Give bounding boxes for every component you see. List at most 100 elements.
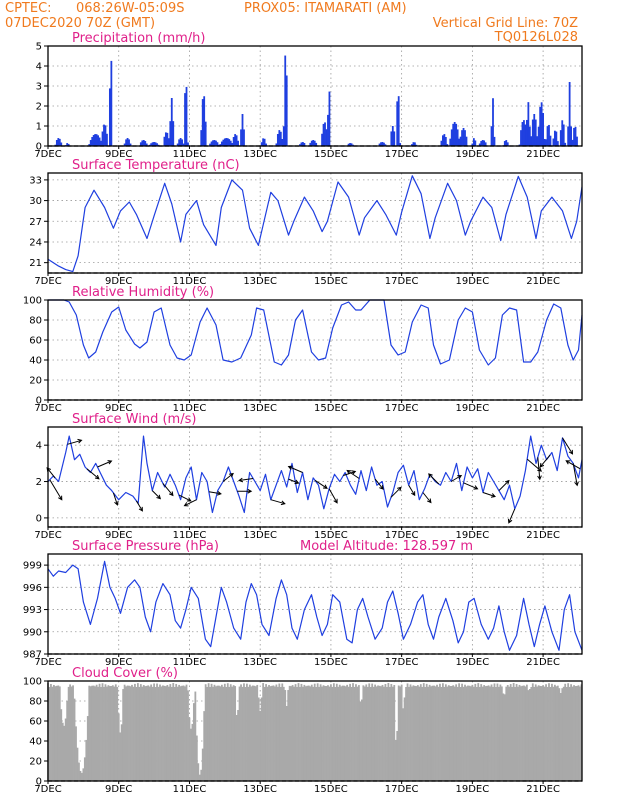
cloud-cover-bar: [244, 686, 247, 781]
cloud-cover-bar: [340, 686, 343, 781]
x-tick-label: 15DEC: [314, 657, 348, 668]
cloud-cover-bar: [60, 709, 63, 781]
wind-arrow: [507, 508, 516, 524]
precipitation-bar: [412, 142, 415, 146]
x-tick-label: 15DEC: [314, 403, 348, 414]
cloud-cover-bar: [469, 686, 472, 781]
cloud-cover-bar: [335, 683, 338, 781]
cloud-cover-bar: [139, 684, 142, 781]
cloud-cover-bar: [170, 686, 173, 781]
precipitation-bar: [446, 144, 449, 146]
wind-arrow: [572, 463, 579, 487]
cloud-cover-bar: [166, 685, 169, 781]
cloud-cover-bar: [50, 684, 52, 781]
precipitation-bar: [234, 134, 237, 146]
cloud-cover-bar: [565, 686, 568, 781]
wind-arrow: [238, 477, 254, 483]
cloud-cover-bar: [134, 683, 136, 781]
precipitation-bar: [539, 106, 542, 146]
cloud-cover-bar: [461, 683, 463, 781]
precipitation-bar: [443, 134, 446, 146]
y-tick-label: 27: [29, 217, 42, 228]
precipitation-bar: [322, 123, 325, 146]
cloud-cover-bar: [559, 693, 562, 781]
cloud-cover-bar: [570, 684, 572, 781]
cloud-cover-bar: [334, 686, 337, 781]
precipitation-bar: [58, 138, 61, 146]
cloud-cover-bar: [281, 683, 284, 781]
cloud-cover-bar: [128, 685, 130, 781]
precipitation-bar: [215, 140, 217, 146]
cloud-cover-bar: [378, 685, 381, 781]
cloud-cover-bar: [232, 685, 235, 781]
precipitation-bar: [240, 129, 242, 146]
cloud-cover-bar: [204, 684, 207, 781]
precipitation-bar: [321, 133, 323, 146]
x-tick-label: 7DEC: [34, 403, 61, 414]
cloud-cover-bar: [515, 683, 518, 781]
wind-arrow: [270, 499, 286, 506]
cloud-cover-bar: [104, 684, 107, 781]
precipitation-bar: [567, 126, 570, 146]
x-tick-label: 9DEC: [105, 530, 132, 541]
cloud-cover-bar: [573, 685, 575, 781]
precipitation-bar: [302, 142, 304, 146]
temperature-title: Surface Temperature (nC): [72, 158, 240, 173]
precipitation-bar: [352, 144, 354, 146]
cloud-cover-bar: [197, 763, 200, 781]
precipitation-bar: [241, 114, 244, 146]
precipitation-bar: [548, 124, 550, 146]
cloud-cover-bar: [358, 685, 360, 781]
cloud-cover-bar: [293, 686, 295, 781]
cloud-cover-bar: [456, 686, 459, 781]
cloud-cover-bar: [70, 686, 73, 781]
precipitation-bar: [573, 127, 575, 146]
x-tick-label: 7DEC: [34, 657, 61, 668]
cloud-cover-bar: [312, 686, 315, 781]
cloud-cover-bar: [147, 685, 150, 781]
cloud-cover-bar: [299, 686, 301, 781]
cloud-cover-bar: [462, 686, 465, 781]
wind-arrow: [178, 494, 192, 502]
cloud-cover-bar: [427, 686, 430, 781]
wind-arrow: [67, 438, 83, 445]
x-tick-label: 7DEC: [34, 784, 61, 795]
cloud-cover-bar: [446, 686, 449, 781]
cloud-cover-bar: [552, 686, 555, 781]
precipitation-bar: [328, 91, 331, 146]
precipitation-bar: [235, 135, 238, 146]
cloud-cover-bar: [453, 686, 456, 781]
cloud-cover-bar: [536, 686, 539, 781]
cloud-cover-bar: [561, 688, 564, 781]
cloud-cover-bar: [219, 686, 222, 781]
cloud-cover-bar: [164, 686, 167, 781]
precipitation-bar: [381, 142, 384, 146]
cloud-cover-bar: [222, 686, 225, 781]
cloud-cover-bar: [502, 693, 505, 781]
x-tick-label: 17DEC: [385, 403, 419, 414]
cloud-cover-bar: [327, 685, 329, 781]
cloud-cover-bar: [393, 684, 396, 781]
precipitation-bar: [57, 138, 60, 146]
cloud-cover-bar: [436, 684, 438, 781]
precipitation-bar: [219, 144, 222, 146]
cloud-cover-bar: [92, 685, 95, 781]
precipitation-bar: [156, 143, 158, 146]
precipitation-bar: [455, 123, 458, 146]
precipitation-bar: [315, 142, 318, 146]
precipitation-bar: [506, 142, 509, 146]
precipitation-bar: [108, 88, 111, 146]
cloud-cover-bar: [145, 685, 148, 781]
cloud-cover-bar: [450, 685, 453, 781]
cloud-cover-bar: [408, 686, 410, 781]
cloud-cover-bar: [207, 683, 210, 781]
precipitation-bar: [164, 132, 167, 146]
cloud-cover-bar: [362, 685, 365, 781]
cloud-cover-bar: [571, 686, 574, 781]
precipitation-bar: [483, 140, 486, 146]
precipitation-bar: [536, 136, 539, 146]
cloud-cover-bar: [182, 685, 185, 781]
cloud-cover-bar: [250, 686, 253, 781]
cloud-cover-bar: [341, 685, 344, 781]
cloud-cover-bar: [179, 686, 182, 781]
